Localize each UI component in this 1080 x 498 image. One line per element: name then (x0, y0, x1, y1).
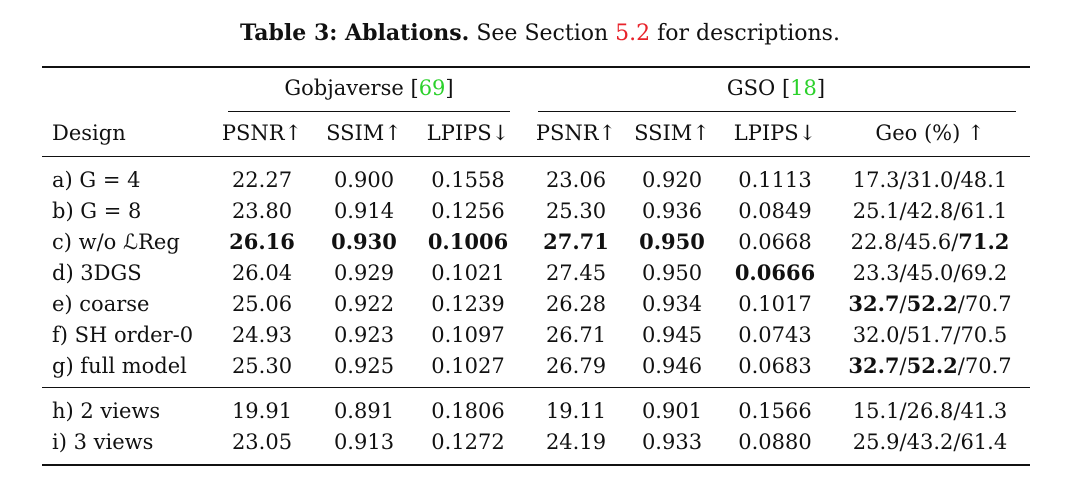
bottom-rule (42, 464, 1030, 466)
caption-title: Table 3: Ablations. (240, 20, 470, 46)
table-cell: 15.1/26.8/41.3 (852, 399, 1008, 423)
table-cell: 0.946 (641, 354, 703, 378)
row-label: e) coarse (52, 292, 150, 316)
column-header-7: Geo (%) ↑ (875, 121, 985, 145)
table-cell: 0.913 (333, 430, 395, 454)
row-label: b) G = 8 (52, 199, 142, 223)
table-cell: 0.929 (333, 261, 395, 285)
column-header-1: PSNR↑ (221, 121, 303, 145)
row-label: f) SH order-0 (52, 323, 194, 347)
table-cell: 0.1113 (738, 168, 812, 192)
group-gso: GSO [18] (726, 76, 826, 100)
table-cell: 0.1256 (431, 199, 505, 223)
group-gobjaverse-label: Gobjaverse (284, 76, 411, 100)
table-cell: 26.28 (545, 292, 607, 316)
column-header-3: LPIPS↓ (426, 121, 510, 145)
row-label: d) 3DGS (52, 261, 142, 285)
table-cell: 0.0666 (734, 260, 816, 285)
table-cell: 23.05 (231, 430, 293, 454)
table-cell: 0.1006 (427, 229, 509, 254)
table-cell: 26.71 (545, 323, 607, 347)
table-cell: 22.27 (231, 168, 293, 192)
table-cell: 0.922 (333, 292, 395, 316)
table-cell: 24.19 (545, 430, 607, 454)
table-cell: 23.06 (545, 168, 607, 192)
column-header-0: Design (52, 121, 126, 145)
table-cell: 0.1806 (431, 399, 505, 423)
table-cell: 0.1566 (738, 399, 812, 423)
row-label: g) full model (52, 354, 187, 378)
table-caption: Table 3: Ablations. See Section 5.2 for … (0, 18, 1080, 49)
table-cell: 0.1021 (431, 261, 505, 285)
table-cell: 0.0849 (738, 199, 812, 223)
table-cell: 0.930 (331, 229, 397, 254)
table-cell: 0.1017 (738, 292, 812, 316)
table-cell: 26.16 (229, 229, 295, 254)
table-cell: 25.06 (231, 292, 293, 316)
column-header-2: SSIM↑ (326, 121, 402, 145)
table-cell: 27.45 (545, 261, 607, 285)
table-cell: 0.0683 (738, 354, 812, 378)
table-cell: 0.950 (641, 261, 703, 285)
row-label: a) G = 4 (52, 168, 141, 192)
table-cell: 0.891 (333, 399, 395, 423)
table-cell: 19.11 (545, 399, 607, 423)
caption-section-ref[interactable]: 5.2 (615, 21, 651, 46)
table-cell: 25.9/43.2/61.4 (852, 430, 1008, 454)
group-gso-label: GSO (726, 76, 782, 100)
column-header-5: SSIM↑ (634, 121, 710, 145)
table-cell: 0.914 (333, 199, 395, 223)
table-cell: 26.04 (231, 261, 293, 285)
table-cell: 0.1027 (431, 354, 505, 378)
table-cell: 0.945 (641, 323, 703, 347)
table-cell: 19.91 (231, 399, 293, 423)
table-cell: 0.0743 (738, 323, 812, 347)
row-label: h) 2 views (52, 399, 161, 423)
table-cell: 26.79 (545, 354, 607, 378)
column-header-6: LPIPS↓ (733, 121, 817, 145)
table-cell: 0.920 (641, 168, 703, 192)
gso-cmidrule (538, 111, 1016, 112)
table-cell: 0.1558 (431, 168, 505, 192)
gobjaverse-cmidrule (228, 111, 510, 112)
geo-cell: 22.8/45.6/71.2 (850, 229, 1010, 254)
table-cell: 0.933 (641, 430, 703, 454)
table-cell: 17.3/31.0/48.1 (852, 168, 1008, 192)
table-cell: 25.30 (231, 354, 293, 378)
table-cell: 0.901 (641, 399, 703, 423)
group-gobjaverse: Gobjaverse [69] (284, 76, 454, 100)
table-cell: 25.1/42.8/61.1 (852, 199, 1008, 223)
header-rule (42, 156, 1030, 157)
geo-cell: 32.7/52.2/70.7 (848, 291, 1012, 316)
gso-citation[interactable]: 18 (790, 76, 817, 100)
mid-rule (42, 387, 1030, 388)
row-label: c) w/o ℒReg (52, 230, 180, 254)
table-cell: 0.925 (333, 354, 395, 378)
table-cell: 32.0/51.7/70.5 (852, 323, 1008, 347)
table-cell: 24.93 (231, 323, 293, 347)
column-header-4: PSNR↑ (535, 121, 617, 145)
table-cell: 23.3/45.0/69.2 (852, 261, 1008, 285)
table-cell: 0.0880 (738, 430, 812, 454)
table-cell: 0.950 (639, 229, 705, 254)
row-label: i) 3 views (52, 430, 154, 454)
caption-text-before: See Section (469, 21, 616, 46)
table-cell: 0.1272 (431, 430, 505, 454)
table-cell: 0.923 (333, 323, 395, 347)
table-cell: 23.80 (231, 199, 293, 223)
geo-cell: 32.7/52.2/70.7 (848, 353, 1012, 378)
table-cell: 0.900 (333, 168, 395, 192)
table-cell: 27.71 (543, 229, 609, 254)
table-cell: 25.30 (545, 199, 607, 223)
caption-text-after: for descriptions. (650, 21, 840, 46)
top-rule (42, 66, 1030, 68)
table-cell: 0.934 (641, 292, 703, 316)
gobjaverse-citation[interactable]: 69 (418, 76, 446, 100)
table-cell: 0.1097 (431, 323, 505, 347)
table-cell: 0.1239 (431, 292, 505, 316)
table-cell: 0.0668 (738, 230, 812, 254)
table-cell: 0.936 (641, 199, 703, 223)
